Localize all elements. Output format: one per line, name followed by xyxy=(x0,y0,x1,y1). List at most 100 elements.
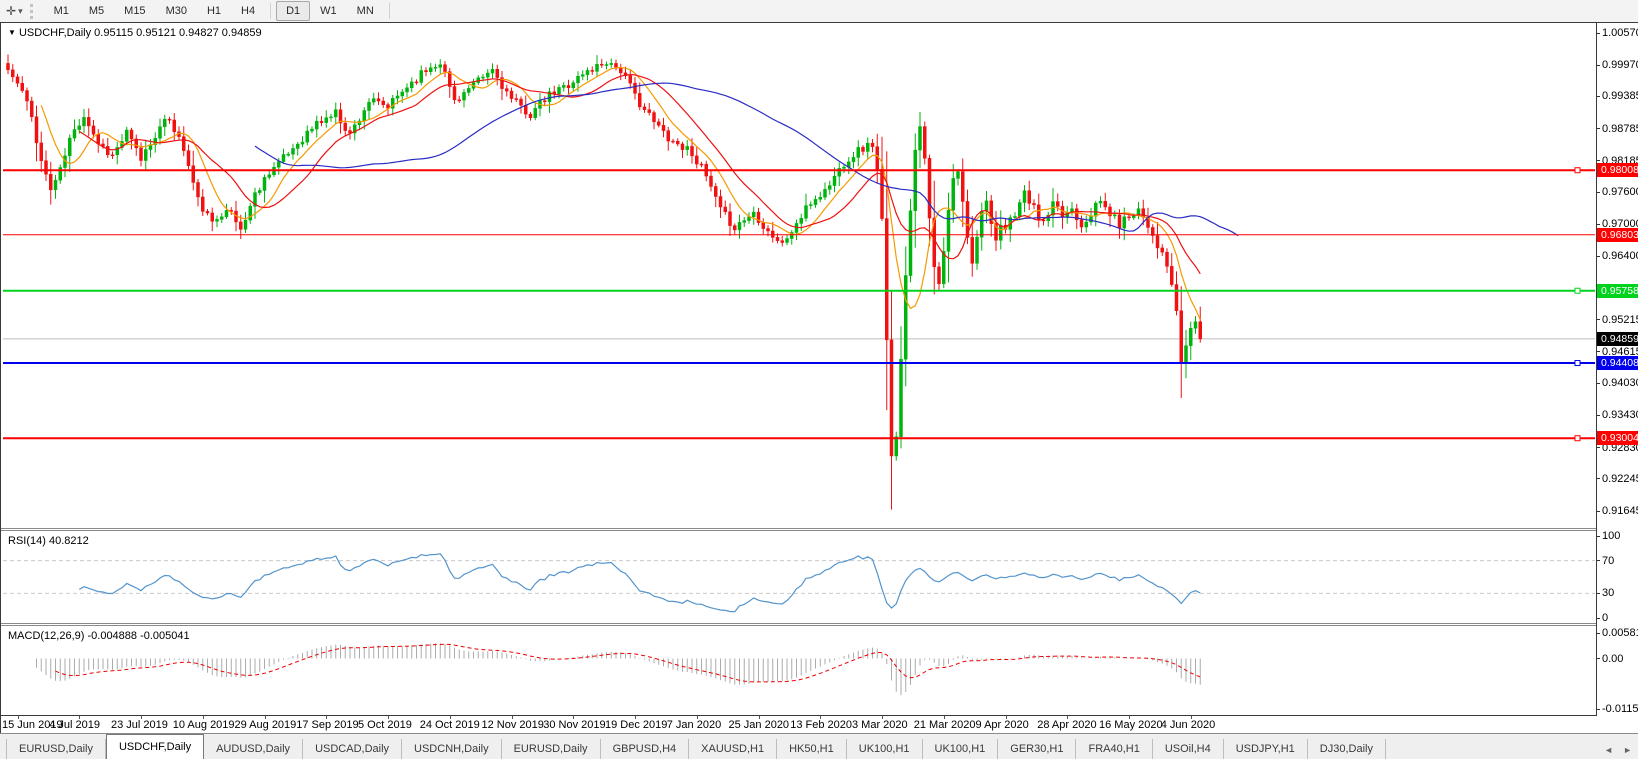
price-axis-border xyxy=(1596,22,1597,716)
top-toolbar: ✛ ▾ M1 M5 M15 M30 H1 H4 D1 W1 MN xyxy=(0,0,1638,23)
price-axis-tickmark xyxy=(1596,160,1600,162)
price-axis-label: 0.92245 xyxy=(1602,472,1638,485)
tab-eurusd-daily[interactable]: EURUSD,Daily xyxy=(502,739,601,759)
date-axis-label: 30 Nov 2019 xyxy=(543,719,606,731)
price-tag-0.95758: 0.95758 xyxy=(1597,283,1638,298)
rsi-indicator-pane[interactable] xyxy=(3,531,1595,623)
macd-axis-tickmark xyxy=(1596,658,1600,659)
tab-eurusd-daily[interactable]: EURUSD,Daily xyxy=(6,739,106,759)
date-axis-label: 16 May 2020 xyxy=(1099,719,1163,731)
date-axis-tickmark xyxy=(1005,716,1007,719)
timeframe-button-mn[interactable]: MN xyxy=(356,5,374,17)
price-axis-label: 0.91645 xyxy=(1602,505,1638,518)
date-axis-label: 19 Dec 2019 xyxy=(605,719,668,731)
date-axis-label: 10 Aug 2019 xyxy=(172,719,235,731)
tab-usdjpy-h1[interactable]: USDJPY,H1 xyxy=(1224,739,1308,759)
date-axis-tickmark xyxy=(696,716,698,719)
timeframe-button-w1[interactable]: W1 xyxy=(320,5,337,17)
price-axis-tickmark xyxy=(1596,32,1600,34)
price-axis-label: 0.97600 xyxy=(1602,186,1638,199)
price-axis-tickmark xyxy=(1596,128,1600,130)
price-axis-label: 0.99385 xyxy=(1602,90,1638,103)
tab-fra40-h1[interactable]: FRA40,H1 xyxy=(1076,739,1153,759)
main-price-chart[interactable] xyxy=(3,23,1595,528)
price-axis-tickmark xyxy=(1596,382,1600,384)
tab-hk50-h1[interactable]: HK50,H1 xyxy=(777,739,847,759)
timeframe-button-h4[interactable]: H4 xyxy=(241,5,256,17)
rsi-axis-tickmark xyxy=(1596,592,1600,594)
price-axis-label: 1.00570 xyxy=(1602,27,1638,39)
rsi-axis-label: 100 xyxy=(1602,530,1621,542)
timeframe-button-m15[interactable]: M15 xyxy=(124,5,146,17)
pane-separator-rsi[interactable] xyxy=(1,528,1596,529)
price-tag-0.94859: 0.94859 xyxy=(1597,331,1638,346)
date-axis-tickmark xyxy=(635,716,636,719)
pane-separator-macd[interactable] xyxy=(1,623,1596,624)
price-axis-tickmark xyxy=(1596,414,1600,416)
date-axis-tickmark xyxy=(141,716,142,719)
rsi-title: RSI(14) 40.8212 xyxy=(8,535,89,547)
tab-uk100-h1[interactable]: UK100,H1 xyxy=(847,739,923,759)
price-axis-tickmark xyxy=(1596,223,1600,225)
tab-ger30-h1[interactable]: GER30,H1 xyxy=(998,739,1077,759)
tab-usdcad-daily[interactable]: USDCAD,Daily xyxy=(303,739,403,759)
chart-left-border xyxy=(0,22,1,759)
tab-gbpusd-h4[interactable]: GBPUSD,H4 xyxy=(601,739,690,759)
price-axis-tickmark xyxy=(1596,478,1600,480)
price-axis-tickmark xyxy=(1596,64,1600,66)
price-axis-tickmark xyxy=(1596,95,1600,97)
date-axis-tickmark xyxy=(17,716,19,719)
timeframe-button-m5[interactable]: M5 xyxy=(88,5,105,17)
date-axis-tickmark xyxy=(758,716,760,719)
date-axis-tickmark xyxy=(79,716,81,719)
tab-uk100-h1[interactable]: UK100,H1 xyxy=(923,739,999,759)
toolbar-separator xyxy=(388,3,390,19)
date-axis-tickmark xyxy=(1190,716,1192,719)
date-axis-label: 9 Apr 2020 xyxy=(975,719,1029,731)
price-axis-label: 0.99970 xyxy=(1602,59,1638,72)
date-axis-tickmark xyxy=(388,716,389,719)
tab-scroll-left-icon[interactable]: ◄ xyxy=(1604,745,1614,755)
timeframe-button-m1[interactable]: M1 xyxy=(53,5,69,17)
date-axis-label: 5 Oct 2019 xyxy=(358,719,412,731)
tab-usoil-h4[interactable]: USOil,H4 xyxy=(1153,739,1224,759)
date-axis-tickmark xyxy=(511,716,513,719)
tab-usdchf-daily[interactable]: USDCHF,Daily xyxy=(105,734,205,759)
rsi-label: RSI(14) xyxy=(8,535,46,547)
rsi-axis-tickmark xyxy=(1596,617,1600,619)
tab-scroll-right-icon[interactable]: ► xyxy=(1623,745,1632,755)
price-axis-tickmark xyxy=(1596,255,1600,257)
date-axis-tickmark xyxy=(1129,716,1130,719)
macd-indicator-pane[interactable] xyxy=(3,626,1595,715)
toolbar-grip[interactable] xyxy=(29,3,37,19)
collapse-icon[interactable]: ▼ xyxy=(8,28,16,37)
timeframe-button-h1[interactable]: H1 xyxy=(206,5,222,17)
price-axis-tickmark xyxy=(1596,191,1600,193)
price-axis-label: 0.94615 xyxy=(1602,345,1638,358)
rsi-axis-label: 0 xyxy=(1602,612,1609,624)
date-axis-tickmark xyxy=(573,716,575,719)
chart-tab-bar: EURUSD,Daily USDCHF,Daily AUDUSD,Daily USDC… xyxy=(0,733,1638,759)
price-axis-label: 0.95215 xyxy=(1602,313,1638,326)
date-axis-tickmark xyxy=(449,716,451,719)
date-axis-label: 15 Jun 2019 xyxy=(2,719,63,731)
timeframe-button-d1[interactable]: D1 xyxy=(276,1,311,21)
chart-tools-icon[interactable]: ✛ xyxy=(6,4,17,18)
rsi-value: 40.8212 xyxy=(48,535,89,547)
chart-top-border xyxy=(0,22,1638,23)
price-axis-tickmark xyxy=(1596,351,1600,353)
tab-audusd-daily[interactable]: AUDUSD,Daily xyxy=(204,739,304,759)
tab-xauusd-h1[interactable]: XAUUSD,H1 xyxy=(689,739,778,759)
price-axis-label: 0.96400 xyxy=(1602,250,1638,263)
date-axis-tickmark xyxy=(820,716,822,719)
date-axis-tickmark xyxy=(326,716,328,719)
chevron-down-icon[interactable]: ▾ xyxy=(18,5,23,16)
timeframe-button-m30[interactable]: M30 xyxy=(165,5,187,17)
price-tag-0.93004: 0.93004 xyxy=(1597,431,1638,446)
tab-dj30-daily[interactable]: DJ30,Daily xyxy=(1308,739,1386,759)
price-tag-0.98008: 0.98008 xyxy=(1597,163,1638,178)
macd-axis-label: 0.00 xyxy=(1602,652,1624,665)
date-axis-label: 4 Jun 2020 xyxy=(1160,719,1216,731)
chart-title: ▼ USDCHF,Daily 0.95115 0.95121 0.94827 0… xyxy=(8,27,262,39)
tab-usdcnh-daily[interactable]: USDCNH,Daily xyxy=(402,739,502,759)
